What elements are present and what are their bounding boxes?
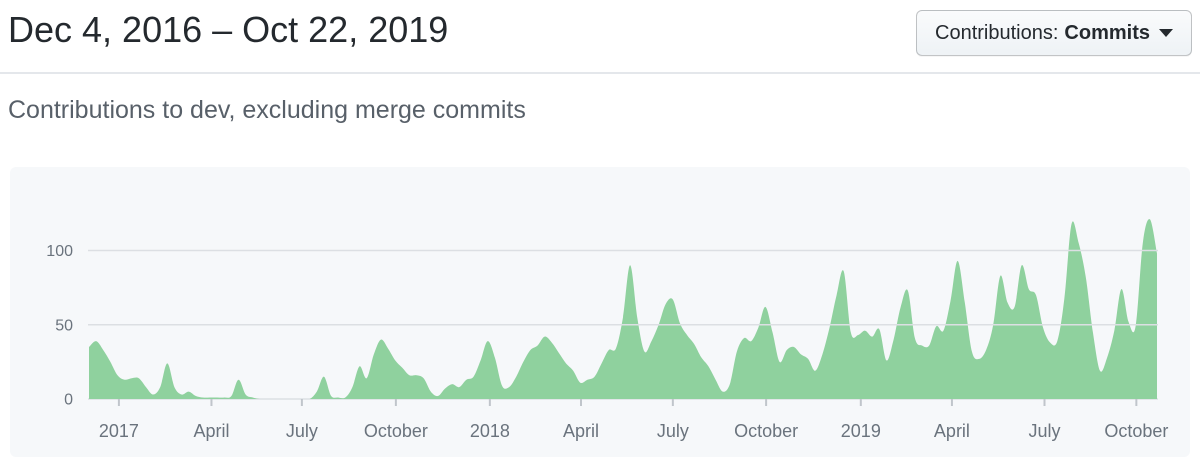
x-tick-label: 2019: [841, 421, 881, 441]
x-tick-label: 2017: [99, 421, 139, 441]
caret-down-icon: [1159, 29, 1173, 37]
x-tick-label: April: [193, 421, 229, 441]
y-tick-label: 50: [55, 317, 73, 334]
x-tick-label: July: [1028, 421, 1060, 441]
x-tick-label: July: [657, 421, 689, 441]
x-tick-label: 2018: [470, 421, 510, 441]
contributions-filter-value: Commits: [1064, 21, 1150, 44]
y-tick-label: 100: [46, 243, 73, 260]
x-tick-label: October: [1104, 421, 1168, 441]
date-range-title: Dec 4, 2016 – Oct 22, 2019: [8, 9, 449, 50]
x-tick-label: October: [364, 421, 428, 441]
contributions-filter-label: Contributions:: [935, 21, 1059, 44]
x-tick-label: April: [563, 421, 599, 441]
x-tick-label: April: [934, 421, 970, 441]
chart-subtitle: Contributions to dev, excluding merge co…: [8, 96, 526, 124]
y-tick-label: 0: [64, 392, 73, 409]
commit-activity-chart[interactable]: 0 50 100 2017 April July October 2018 April July O…: [10, 167, 1190, 457]
commit-activity-card: 0 50 100 2017 April July October 2018 April July O…: [10, 167, 1190, 457]
contributions-filter-button[interactable]: Contributions: Commits: [916, 10, 1192, 56]
x-tick-label: October: [734, 421, 798, 441]
header-divider: [0, 72, 1200, 74]
x-tick-label: July: [286, 421, 318, 441]
commit-area-series: [89, 219, 1157, 399]
